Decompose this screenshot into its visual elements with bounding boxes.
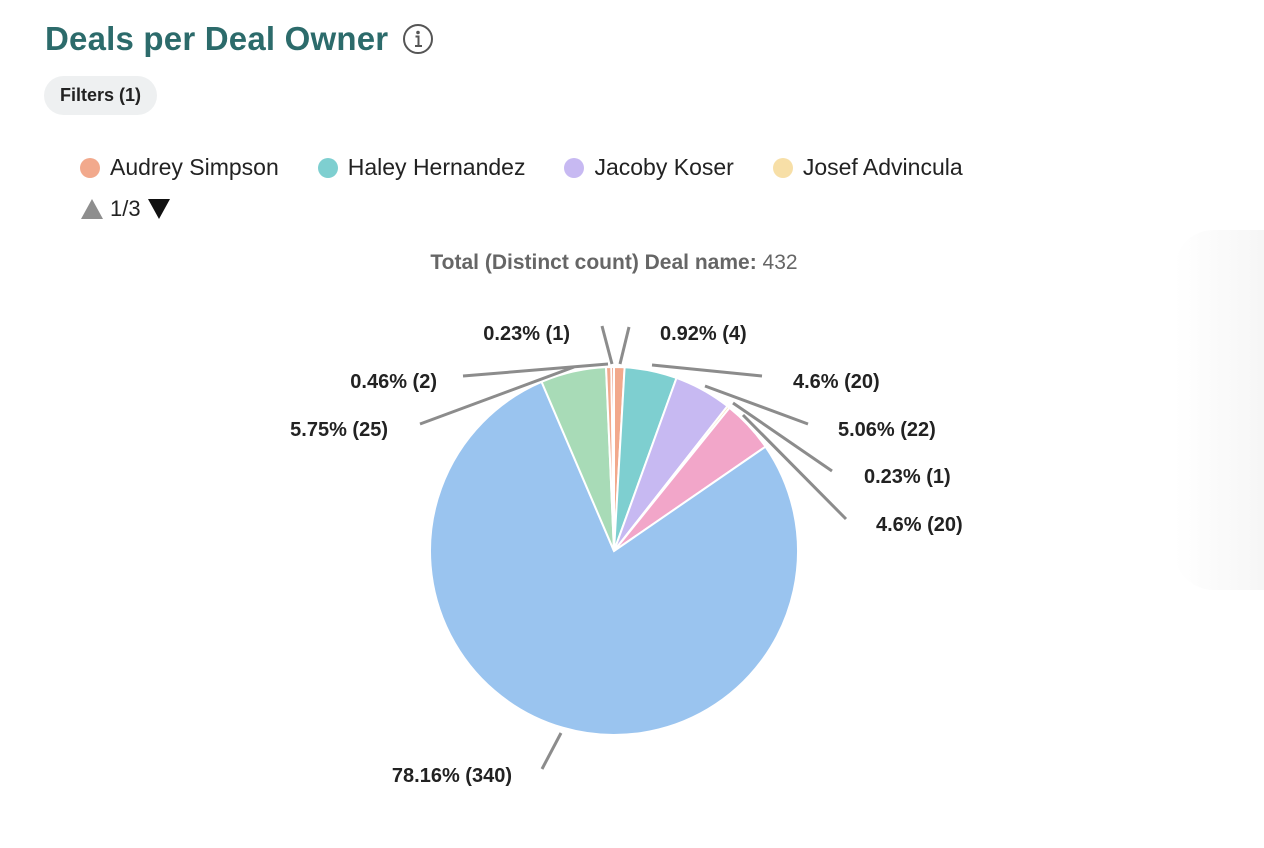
slice-data-label: 4.6% (20) xyxy=(793,371,880,393)
total-value: 432 xyxy=(762,251,798,274)
legend-label: Audrey Simpson xyxy=(110,154,279,180)
legend-item-josef-advincula[interactable]: Josef Advincula xyxy=(772,154,963,181)
slice-data-label: 0.46% (2) xyxy=(350,371,437,393)
legend-label: Haley Hernandez xyxy=(347,154,526,180)
scroll-shadow xyxy=(1174,230,1264,590)
report-title: Deals per Deal Owner xyxy=(45,20,389,57)
leader-line xyxy=(462,362,609,378)
leader-line xyxy=(704,384,809,426)
header: Deals per Deal Owner xyxy=(45,20,434,58)
legend-page-indicator: 1/3 xyxy=(110,196,141,221)
triangle-up-icon[interactable] xyxy=(80,196,104,222)
pie-slice[interactable] xyxy=(610,365,615,552)
leader-line xyxy=(600,325,614,365)
slice-data-label: 4.6% (20) xyxy=(876,514,963,536)
legend-label: Jacoby Koser xyxy=(594,154,734,180)
slice-data-label: 78.16% (340) xyxy=(392,765,512,787)
slice-data-label: 5.75% (25) xyxy=(290,419,388,441)
legend-item-audrey-simpson[interactable]: Audrey Simpson xyxy=(80,154,279,181)
pie-slice[interactable] xyxy=(429,380,799,736)
slice-data-label: 0.92% (4) xyxy=(660,323,747,345)
slice-data-label: 0.23% (1) xyxy=(864,466,951,488)
legend-swatch xyxy=(317,157,338,178)
legend-item-haley-hernandez[interactable]: Haley Hernandez xyxy=(317,154,526,181)
leader-line xyxy=(540,732,563,770)
total-label: Total (Distinct count) Deal name: xyxy=(430,251,757,274)
legend-swatch xyxy=(772,157,793,178)
legend-label: Josef Advincula xyxy=(802,154,963,180)
legend-swatch xyxy=(80,157,100,178)
legend-swatch xyxy=(564,157,585,178)
leader-line xyxy=(419,365,575,426)
leader-line xyxy=(618,326,631,365)
info-circle-icon[interactable] xyxy=(402,23,434,55)
slice-data-label: 0.23% (1) xyxy=(483,323,570,345)
leader-line xyxy=(741,413,848,521)
leader-line xyxy=(651,363,763,378)
filters-button[interactable]: Filters (1) xyxy=(44,76,158,115)
chart-total: Total (Distinct count) Deal name: 432 xyxy=(0,251,1228,275)
triangle-down-icon[interactable] xyxy=(147,196,171,222)
legend-item-jacoby-koser[interactable]: Jacoby Koser xyxy=(564,154,734,181)
legend-pager: 1/3 xyxy=(80,196,171,222)
leader-line xyxy=(732,401,833,473)
slice-data-label: 5.06% (22) xyxy=(838,419,936,441)
chart-legend: Audrey Simpson Haley Hernandez Jacoby Ko… xyxy=(80,154,1002,181)
